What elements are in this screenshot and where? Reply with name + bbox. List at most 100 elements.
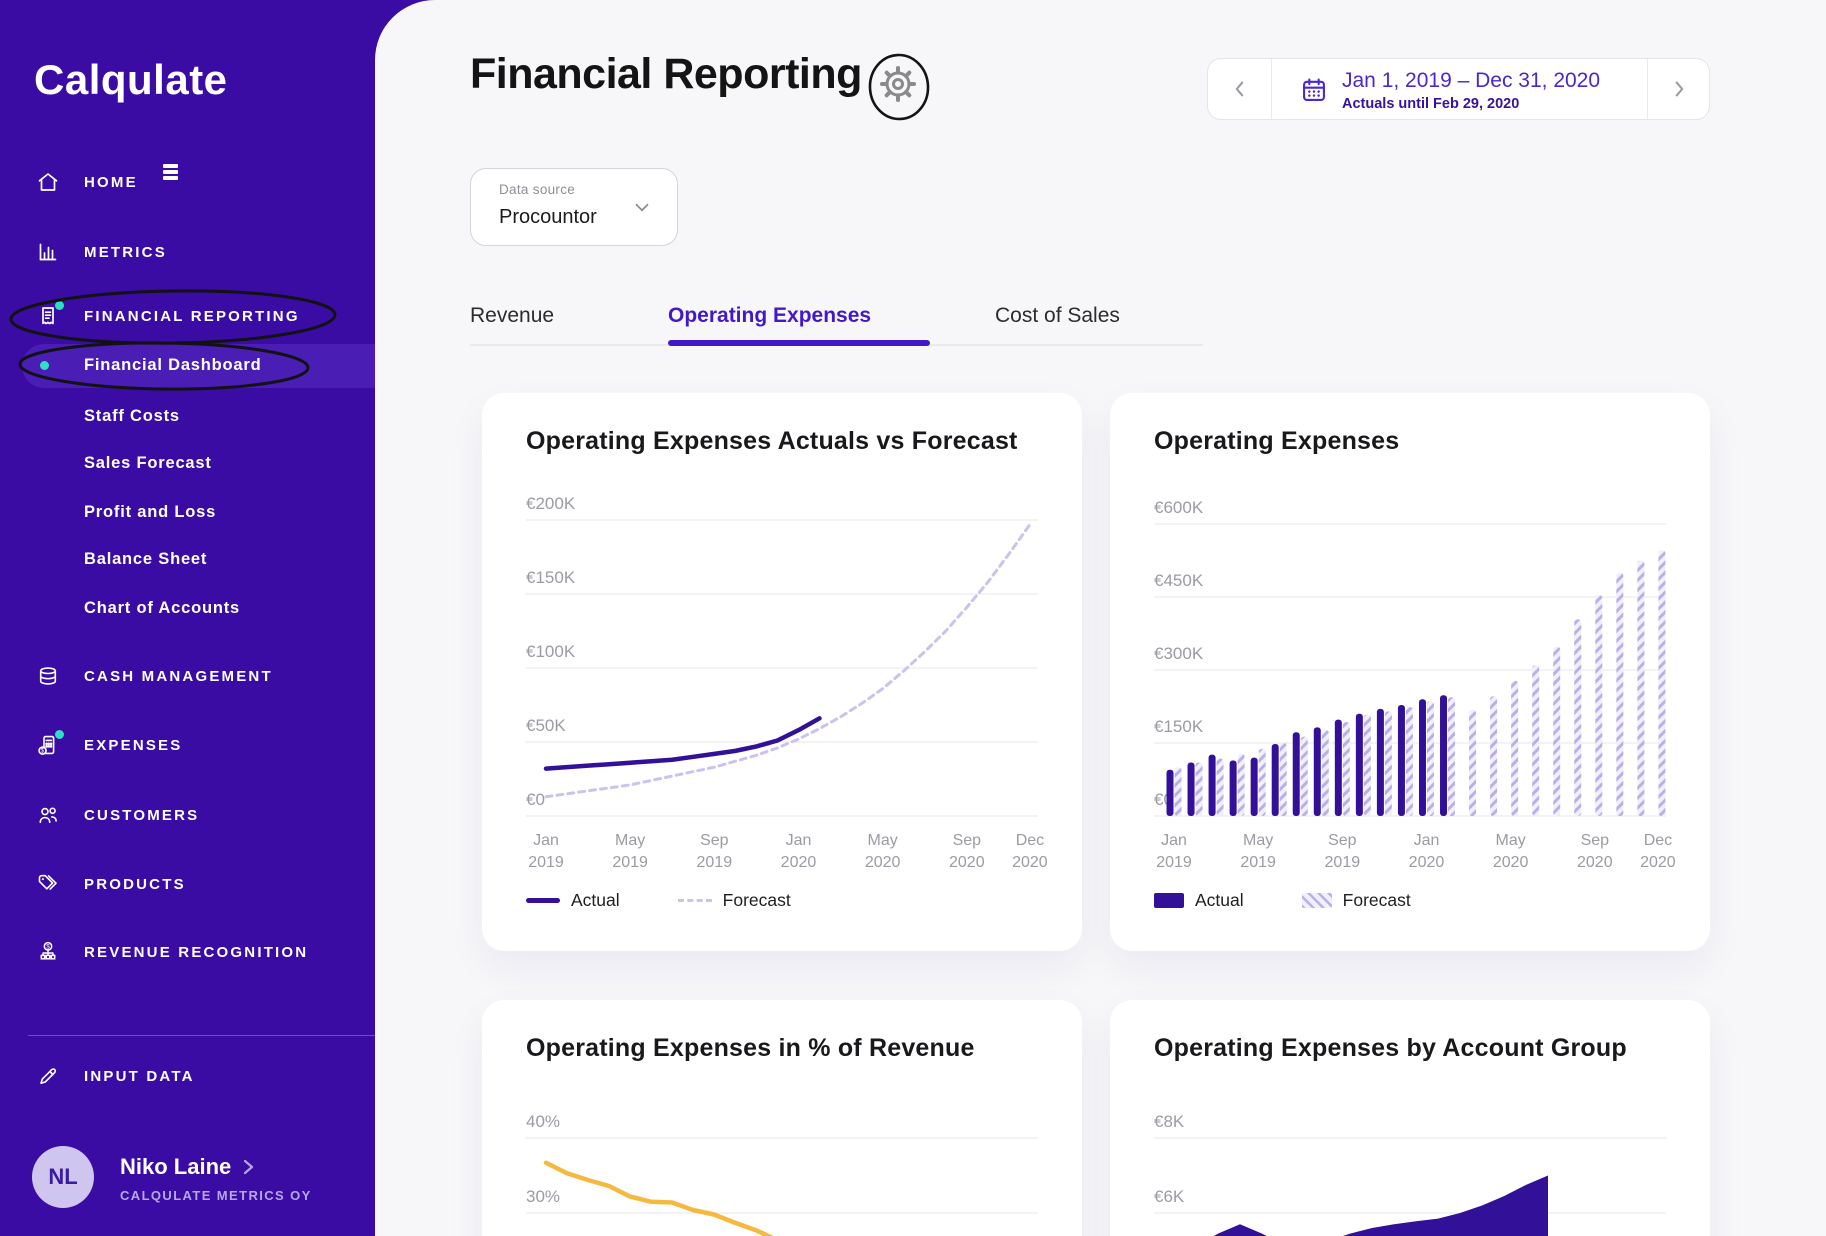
date-range-picker: Jan 1, 2019 – Dec 31, 2020 Actuals until… [1207,58,1710,120]
metrics-icon [36,240,60,264]
home-icon [36,170,60,194]
chevron-left-icon [1235,81,1243,97]
sidebar-item-label: Chart of Accounts [84,598,240,617]
svg-text:€600K: €600K [1154,498,1204,517]
sidebar-item-customers[interactable]: CUSTOMERS [0,797,375,833]
sidebar-item-input-data[interactable]: INPUT DATA [0,1058,375,1094]
sidebar-item-staff-costs[interactable]: Staff Costs [0,398,375,434]
legend-item-forecast[interactable]: Forecast [1301,890,1411,911]
tab-revenue[interactable]: Revenue [470,304,555,327]
svg-text:$: $ [46,944,50,951]
sidebar-item-label: METRICS [84,243,167,261]
svg-text:€200K: €200K [526,494,576,513]
hand-drawn-circle-annotation [868,53,930,121]
chart-title: Operating Expenses by Account Group [1154,1034,1627,1062]
sidebar-item-chart-of-accounts[interactable]: Chart of Accounts [0,590,375,626]
sidebar-item-sales-forecast[interactable]: Sales Forecast [0,445,375,481]
card-opex-bars: Operating Expenses €600K €450K €300K €150K €… [1110,393,1710,951]
settings-gear-button[interactable] [878,64,918,104]
card-opex-percent-of-revenue: Operating Expenses in % of Revenue 40% 30… [482,1000,1082,1236]
card-opex-actuals-vs-forecast: Operating Expenses Actuals vs Forecast €… [482,393,1082,951]
sidebar: Calqulate HOME METRICS FINANCIAL REPORTI… [0,0,375,1236]
sidebar-item-metrics[interactable]: METRICS [0,234,375,270]
sidebar-item-label: PRODUCTS [84,875,186,893]
sidebar-item-home[interactable]: HOME [0,164,375,200]
calendar-icon [1303,78,1325,101]
sidebar-item-label: REVENUE RECOGNITION [84,943,309,961]
avatar: NL [32,1146,94,1208]
app-logo-text: Calqulate [34,56,228,103]
svg-text:30%: 30% [526,1187,560,1206]
chart-title: Operating Expenses [1154,427,1400,455]
chart-title: Operating Expenses Actuals vs Forecast [526,427,1018,455]
sidebar-item-profit-and-loss[interactable]: Profit and Loss [0,494,375,530]
user-profile[interactable]: NL Niko Laine CALQULATE METRICS OY [0,1146,375,1236]
notification-dot [55,730,64,739]
sidebar-item-label: CASH MANAGEMENT [84,667,273,685]
sidebar-item-balance-sheet[interactable]: Balance Sheet [0,541,375,577]
forecast-bar-swatch [1301,893,1332,908]
products-icon [36,872,60,896]
sidebar-item-label: Financial Dashboard [84,355,262,374]
app-logo: Calqulate [34,56,228,180]
sidebar-item-label: Sales Forecast [84,453,212,472]
opex-actuals-vs-forecast-line-chart: €200K €150K €100K €50K €0 Jan 2019 May 2019 Sep 20… [526,494,1048,871]
chevron-right-icon [244,1159,254,1175]
next-period-button[interactable] [1647,59,1709,119]
sidebar-item-label: Staff Costs [84,406,180,425]
sidebar-item-products[interactable]: PRODUCTS [0,866,375,902]
data-source-label: Data source [499,182,576,197]
data-source-select[interactable]: Data source Procountor [470,168,678,246]
chart-legend: Actual Forecast [526,890,791,911]
cash-management-icon [36,664,60,688]
sidebar-item-expenses[interactable]: $ EXPENSES [0,727,375,763]
sidebar-item-financial-reporting[interactable]: FINANCIAL REPORTING [0,298,375,334]
sidebar-item-label: FINANCIAL REPORTING [84,307,300,325]
legend-item-actual[interactable]: Actual [1154,890,1244,911]
customers-icon [36,803,60,827]
tab-operating-expenses[interactable]: Operating Expenses [668,304,872,327]
legend-item-actual[interactable]: Actual [526,890,620,911]
svg-text:€450K: €450K [1154,571,1204,590]
sidebar-item-revenue-recognition[interactable]: $ REVENUE RECOGNITION [0,934,375,970]
actual-line-swatch [526,898,560,903]
sidebar-item-label: CUSTOMERS [84,806,200,824]
sidebar-item-cash-management[interactable]: CASH MANAGEMENT [0,658,375,694]
svg-text:€8K: €8K [1154,1112,1185,1131]
card-opex-by-account-group: Operating Expenses by Account Group €8K €… [1110,1000,1710,1236]
date-range-value[interactable]: Jan 1, 2019 – Dec 31, 2020 [1342,69,1601,92]
svg-text:€0: €0 [526,790,545,809]
page-title: Financial Reporting [470,50,862,98]
chevron-down-icon [635,203,649,212]
date-range-note: Actuals until Feb 29, 2020 [1342,96,1520,112]
active-tab-underline [668,340,930,346]
sidebar-item-label: INPUT DATA [84,1067,195,1085]
sidebar-item-label: HOME [84,173,138,191]
forecast-line-swatch [677,899,712,902]
sidebar-item-financial-dashboard[interactable]: Financial Dashboard [0,347,375,383]
sidebar-item-label: Profit and Loss [84,502,217,521]
chart-legend: Actual Forecast [1154,890,1411,911]
previous-period-button[interactable] [1208,59,1272,119]
legend-item-forecast[interactable]: Forecast [677,890,791,911]
user-name: Niko Laine [120,1154,255,1180]
svg-text:40%: 40% [526,1112,560,1131]
sidebar-divider [28,1035,375,1036]
opex-percent-revenue-line-chart: 40% 30% [526,1112,1038,1236]
opex-by-account-group-area-chart: €8K €6K [1154,1112,1666,1236]
tab-cost-of-sales[interactable]: Cost of Sales [995,304,1120,327]
user-company: CALQULATE METRICS OY [120,1188,312,1203]
